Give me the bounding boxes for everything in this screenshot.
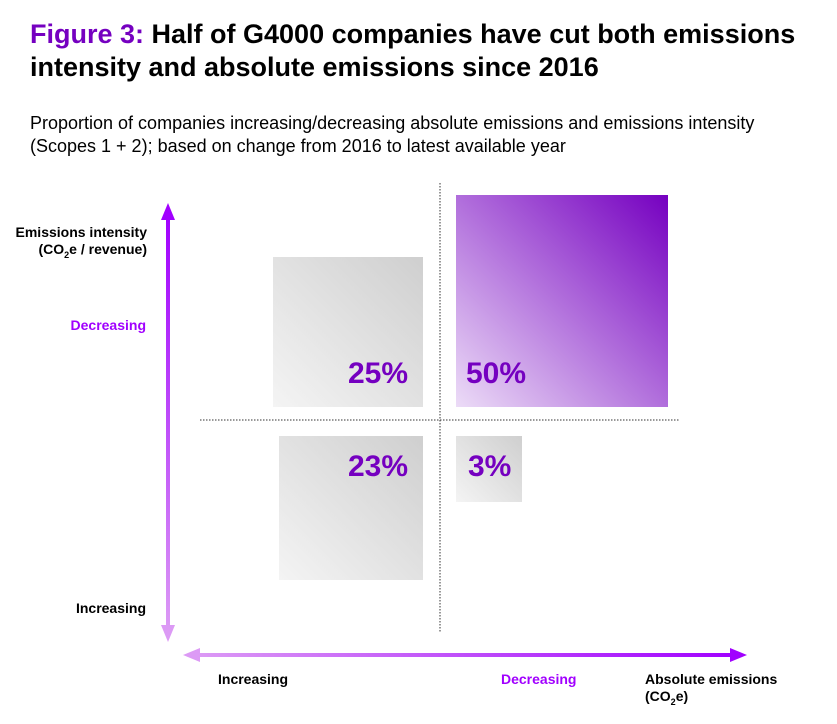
y-axis-top-label: Decreasing	[70, 317, 146, 333]
quadrant-square-25pct	[273, 257, 423, 407]
quadrant-value-label: 50%	[466, 357, 527, 390]
subtitle: Proportion of companies increasing/decre…	[30, 113, 755, 156]
quadrant-value-label: 23%	[347, 450, 408, 483]
figure-number: Figure 3:	[30, 19, 145, 49]
x-axis-arrow	[183, 648, 747, 662]
x-axis-title: Absolute emissions (CO2e)	[645, 671, 778, 707]
y-axis-title: Emissions intensity (CO2e / revenue)	[15, 224, 147, 260]
title-text: Half of G4000 companies have cut both em…	[30, 19, 796, 82]
x-axis-left-label: Increasing	[218, 671, 289, 687]
quadrant-value-label: 25%	[347, 357, 408, 390]
y-axis-arrow	[161, 203, 175, 642]
quadrant-value-label: 3%	[468, 450, 512, 483]
quadrant-square-50pct	[456, 194, 669, 407]
y-axis-bottom-label: Increasing	[75, 600, 146, 616]
quadrant-square-23pct	[279, 436, 423, 580]
quadrant-square-3pct	[456, 436, 522, 502]
x-axis-right-label: Decreasing	[501, 671, 577, 687]
figure-title: Figure 3: Half of G4000 companies have c…	[30, 18, 830, 84]
